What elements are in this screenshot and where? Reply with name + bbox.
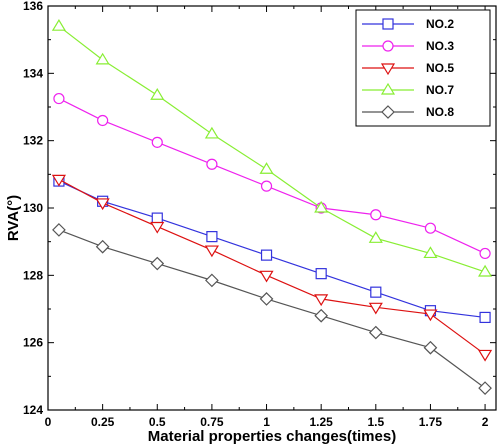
data-point <box>53 92 65 105</box>
y-tick-label: 136 <box>23 0 43 13</box>
legend-entry: NO.2 <box>362 17 454 31</box>
x-tick-label: 1.25 <box>309 415 333 429</box>
data-point <box>424 222 437 234</box>
series-no-3 <box>53 92 491 260</box>
series-no-8 <box>52 223 492 395</box>
x-tick-label: 0.5 <box>149 415 166 429</box>
data-point <box>95 239 110 254</box>
data-point <box>151 212 163 224</box>
x-axis-title: Material properties changes(times) <box>148 428 396 445</box>
data-point <box>95 198 110 211</box>
legend-marker <box>382 18 394 30</box>
data-point <box>95 52 110 65</box>
legend-entry: NO.8 <box>362 105 454 119</box>
x-tick-label: 0 <box>45 415 52 429</box>
legend-marker <box>381 105 395 119</box>
legend: NO.2 NO.3 NO.5 NO.7 NO.8 <box>355 9 491 127</box>
x-tick-label: 2 <box>482 415 489 429</box>
data-point <box>151 136 163 148</box>
data-point <box>479 311 491 324</box>
axes: 0 0.25 0.5 0.75 1 1.25 1.5 1.75 2 124 126 128 130 132… <box>23 0 497 429</box>
x-tick-label: 0.25 <box>91 415 115 429</box>
data-point <box>260 180 273 192</box>
y-tick-label: 124 <box>23 403 43 417</box>
data-point <box>314 200 329 213</box>
series-group <box>51 19 493 395</box>
data-point <box>150 256 165 271</box>
x-tick-label: 1 <box>263 415 270 429</box>
legend-marker <box>382 40 394 52</box>
data-point <box>478 264 493 277</box>
data-point <box>204 126 219 139</box>
y-tick-label: 130 <box>23 201 43 215</box>
data-point <box>478 381 492 395</box>
data-point <box>205 273 219 288</box>
legend-label: NO.5 <box>426 61 454 75</box>
data-point <box>51 174 66 187</box>
data-point <box>314 308 329 323</box>
y-tick-label: 134 <box>23 66 43 80</box>
legend-marker <box>380 82 396 95</box>
legend-label: NO.3 <box>426 39 454 53</box>
data-point <box>51 19 66 31</box>
data-point <box>370 286 382 298</box>
data-point <box>423 309 438 322</box>
data-point <box>368 231 383 243</box>
legend-marker <box>380 63 396 76</box>
data-point <box>52 223 66 237</box>
data-point <box>315 268 327 280</box>
data-point <box>150 221 165 234</box>
data-point <box>206 158 218 170</box>
data-point <box>478 349 493 362</box>
legend-entry: NO.3 <box>362 39 454 53</box>
data-point <box>314 294 329 307</box>
y-tick-label: 126 <box>23 336 43 350</box>
x-tick-label: 1.5 <box>367 415 384 429</box>
series-line <box>58 180 486 319</box>
data-point <box>479 247 491 260</box>
series-no-7 <box>51 19 493 277</box>
data-point <box>259 270 274 283</box>
data-point <box>368 325 383 340</box>
legend-label: NO.2 <box>426 17 454 31</box>
data-point <box>370 209 382 221</box>
data-point <box>204 245 219 258</box>
legend-entry: NO.5 <box>362 61 454 76</box>
x-tick-label: 0.75 <box>200 415 224 429</box>
y-tick-label: 128 <box>23 268 43 282</box>
data-point <box>259 292 274 306</box>
data-point <box>97 114 109 127</box>
legend-label: NO.7 <box>426 83 454 97</box>
data-point <box>150 88 165 100</box>
y-tick-label: 132 <box>23 134 43 148</box>
x-tick-label: 1.75 <box>419 415 443 429</box>
y-axis-title: RVA(°) <box>5 195 22 241</box>
legend-label: NO.8 <box>426 105 454 119</box>
data-point <box>368 302 383 315</box>
data-point <box>206 231 218 243</box>
data-point <box>423 246 438 259</box>
data-point <box>260 249 273 261</box>
data-point <box>423 340 438 355</box>
series-line <box>58 178 486 355</box>
legend-entry: NO.7 <box>362 82 454 97</box>
data-point <box>259 162 274 174</box>
series-no-5 <box>51 174 493 362</box>
